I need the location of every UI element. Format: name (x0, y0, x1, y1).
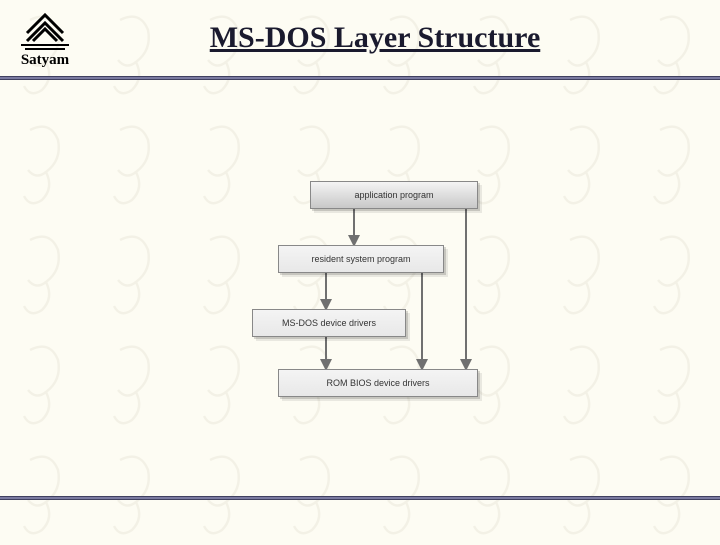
page-title: MS-DOS Layer Structure (90, 21, 720, 55)
satyam-logo-icon (21, 11, 69, 51)
layer-label: resident system program (279, 246, 443, 272)
layer-rom: ROM BIOS device drivers (278, 369, 478, 397)
layer-label: application program (311, 182, 477, 208)
diagram-container: application program resident system progr… (0, 80, 720, 496)
layer-msd: MS-DOS device drivers (252, 309, 406, 337)
layer-res: resident system program (278, 245, 444, 273)
divider-bottom (0, 496, 720, 500)
layer-app: application program (310, 181, 478, 209)
logo-text: Satyam (21, 52, 69, 69)
msdos-layer-diagram: application program resident system progr… (220, 173, 500, 403)
header: Satyam MS-DOS Layer Structure (0, 0, 720, 76)
logo: Satyam (0, 0, 90, 76)
layer-label: ROM BIOS device drivers (279, 370, 477, 396)
layer-label: MS-DOS device drivers (253, 310, 405, 336)
